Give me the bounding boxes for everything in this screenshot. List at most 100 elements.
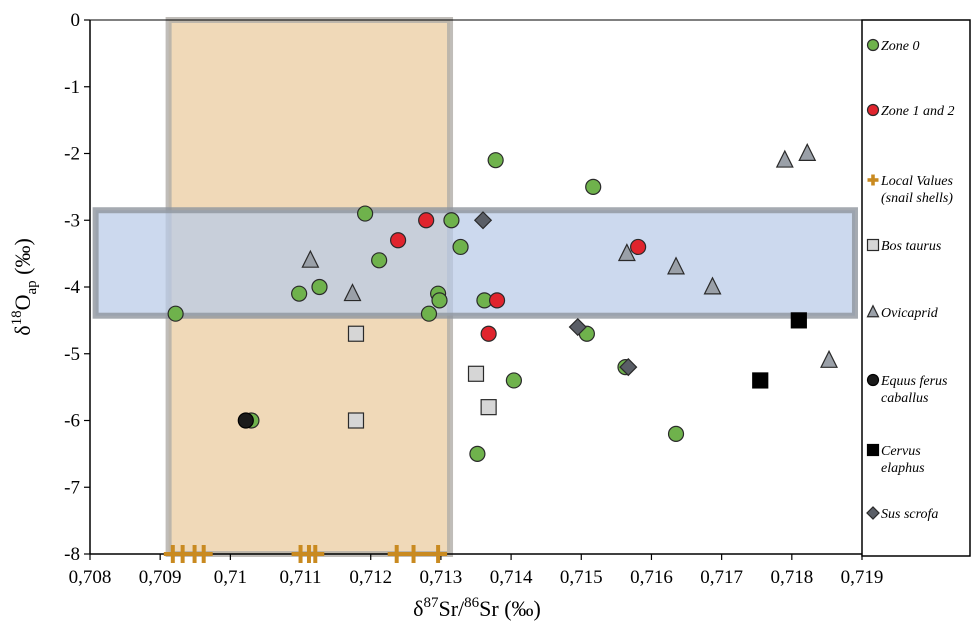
point-sus-scrofa	[473, 211, 493, 230]
x-tick-label: 0,711	[280, 567, 322, 588]
legend-label-line: Sus scrofa	[881, 507, 938, 522]
legend-marker	[866, 238, 880, 252]
legend-marker	[867, 174, 879, 186]
point-ovicaprid	[343, 283, 362, 302]
axes	[84, 19, 863, 560]
y-tick-label: -8	[64, 544, 80, 565]
point-zone-1-and-2	[389, 232, 407, 249]
y-title-sub: ap	[24, 280, 40, 294]
legend-label-line: Zone 0	[881, 39, 920, 54]
legend-label-line: Bos taurus	[881, 239, 942, 254]
point-zone-0	[357, 205, 374, 222]
point-zone-0	[311, 278, 328, 296]
tick-labels: 0,708 0,709 0,71 0,711 0,712 0,713 0,714 0,715 0…	[64, 10, 883, 588]
legend-label: Cervus elaphus	[881, 444, 925, 476]
legend-label: Zone 1 and 2	[881, 104, 955, 119]
y-tick-label: -7	[64, 477, 80, 498]
point-ovicaprid	[798, 142, 817, 161]
y-title-end: (‰)	[10, 238, 35, 280]
legend-label-line: Zone 1 and 2	[881, 104, 955, 119]
legend-marker	[866, 373, 880, 387]
legend-label-line: caballus	[881, 391, 929, 406]
x-axis-title: δ87Sr/86Sr (‰)	[413, 595, 541, 621]
legend-label-line: Ovicaprid	[881, 306, 939, 321]
x-tick-label: 0,712	[349, 567, 392, 588]
x-title-sup2: 86	[464, 595, 480, 611]
point-zone-1-and-2	[418, 212, 435, 229]
legend-label-line: Equus ferus	[880, 374, 948, 389]
point-sus-scrofa	[619, 358, 638, 377]
legend-label-line: Cervus	[881, 444, 921, 459]
x-tick-label: 0,709	[139, 567, 182, 588]
point-zone-1-and-2	[480, 325, 497, 342]
y-tick-label: 0	[71, 10, 81, 31]
legend: Zone 0 Zone 1 and 2 Local Values (snail she…	[861, 19, 971, 557]
point-ovicaprid	[301, 249, 320, 268]
x-title-sup1: 87	[423, 595, 439, 611]
x-title-base: δ	[413, 596, 423, 621]
local-values-markers	[163, 545, 448, 563]
x-title-end: Sr (‰)	[479, 596, 541, 621]
y-title-sup: 18	[9, 310, 25, 325]
x-tick-label: 0,717	[700, 567, 743, 588]
point-zone-0	[371, 252, 388, 269]
x-tick-label: 0,715	[560, 567, 603, 588]
point-zone-0	[487, 152, 504, 169]
x-tick-label: 0,718	[770, 567, 813, 588]
point-zone-0	[585, 178, 602, 195]
legend-marker	[866, 304, 880, 318]
point-zone-0	[167, 305, 184, 322]
point-ovicaprid	[820, 349, 838, 368]
x-tick-label: 0,714	[490, 567, 533, 588]
point-bos-taurus	[347, 412, 365, 429]
legend-label-line: Local Values	[880, 174, 953, 189]
y-tick-label: -3	[64, 210, 80, 231]
legend-label: Ovicaprid	[881, 306, 939, 321]
shaded-region-1	[92, 207, 858, 319]
point-ovicaprid	[617, 243, 636, 262]
point-bos-taurus	[347, 325, 365, 342]
y-tick-label: -4	[64, 277, 80, 298]
y-tick-label: -6	[64, 411, 80, 432]
y-axis-title: δ18Oap (‰)	[9, 238, 40, 336]
legend-label: Zone 0	[881, 39, 920, 54]
y-tick-label: -5	[64, 344, 80, 365]
legend-label: Bos taurus	[881, 239, 942, 254]
point-cervus-elaphus	[790, 312, 807, 329]
legend-marker	[866, 38, 880, 52]
point-cervus-elaphus	[752, 372, 769, 389]
x-title-mid: Sr/	[438, 596, 465, 621]
point-zone-1-and-2	[488, 292, 506, 309]
point-equus-ferus-caballus	[237, 412, 254, 429]
point-bos-taurus	[480, 399, 497, 416]
point-ovicaprid	[775, 149, 794, 168]
x-tick-label: 0,713	[420, 567, 463, 588]
point-zone-0	[291, 285, 308, 302]
y-title-mid: O	[10, 295, 35, 311]
legend-label-line: (snail shells)	[881, 191, 953, 206]
shaded-regions	[92, 17, 858, 557]
legend-label: Equus ferus caballus	[880, 374, 948, 406]
point-zone-0	[420, 305, 438, 322]
legend-marker	[866, 506, 880, 520]
x-tick-label: 0,719	[841, 567, 884, 588]
point-zone-0	[667, 425, 685, 442]
point-sus-scrofa	[568, 317, 587, 337]
y-tick-label: -2	[64, 144, 80, 165]
point-zone-0	[469, 445, 486, 462]
y-tick-label: -1	[64, 77, 80, 98]
legend-frame	[861, 19, 971, 557]
legend-label: Sus scrofa	[881, 507, 938, 522]
point-ovicaprid	[703, 276, 722, 295]
point-ovicaprid	[667, 256, 685, 275]
point-zone-0	[505, 372, 522, 389]
legend-marker	[866, 103, 880, 117]
y-title-base: δ	[10, 325, 35, 335]
point-zone-0	[443, 212, 460, 229]
point-zone-0	[431, 292, 448, 309]
x-tick-label: 0,71	[214, 567, 247, 588]
point-bos-taurus	[467, 365, 485, 382]
point-zone-0	[452, 238, 469, 256]
data-points	[167, 142, 838, 462]
